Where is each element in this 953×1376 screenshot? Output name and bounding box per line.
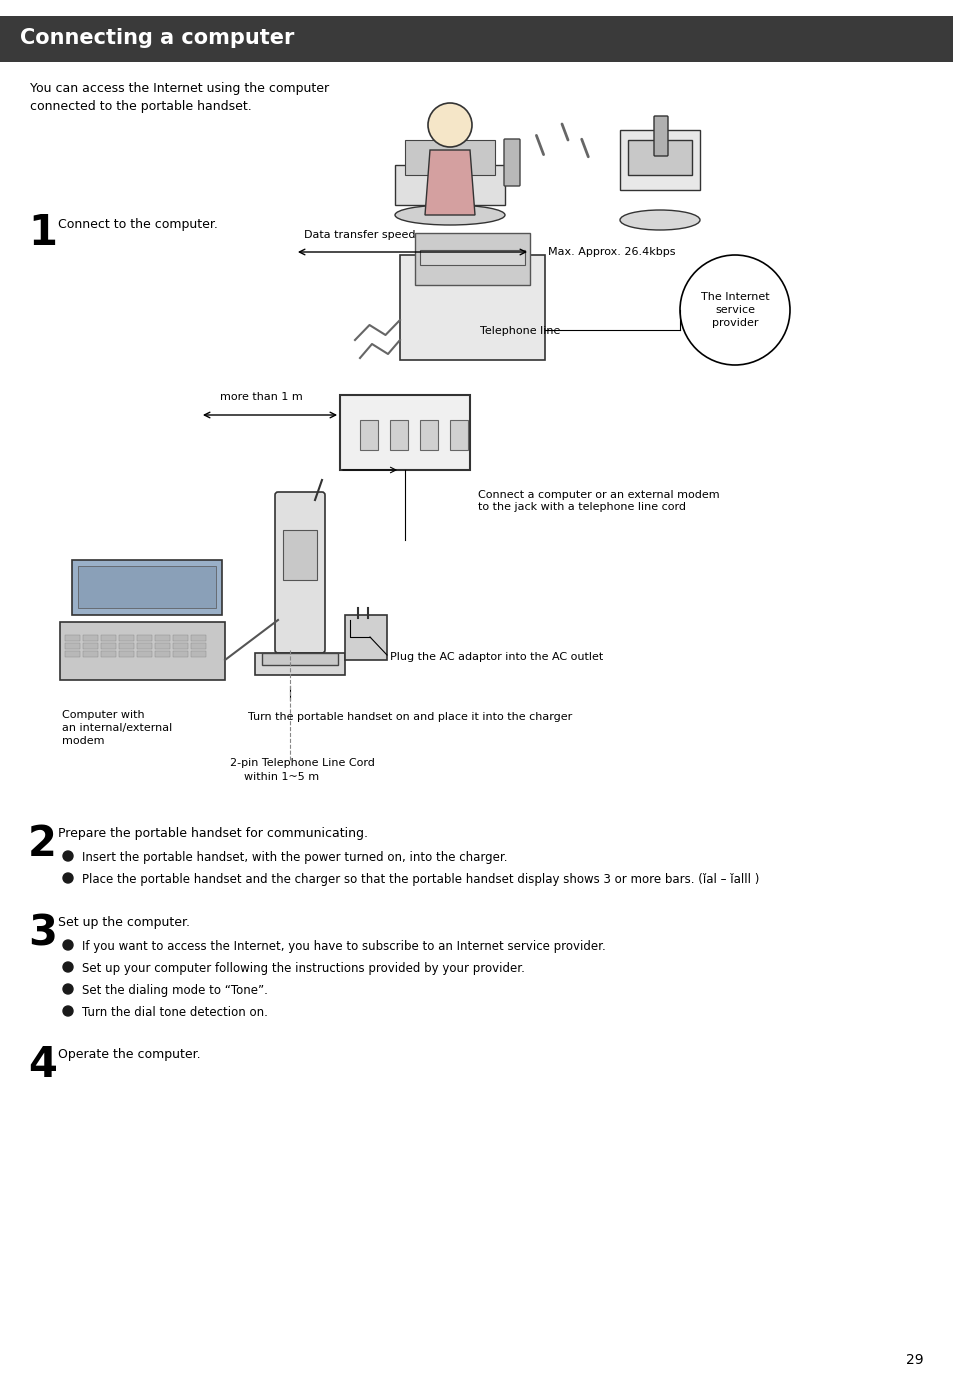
Polygon shape [424, 150, 475, 215]
FancyBboxPatch shape [283, 530, 316, 581]
FancyBboxPatch shape [395, 165, 504, 205]
FancyBboxPatch shape [101, 651, 116, 656]
FancyBboxPatch shape [405, 140, 495, 175]
Text: Data transfer speed: Data transfer speed [304, 230, 416, 239]
Bar [0, 17, 953, 62]
FancyBboxPatch shape [83, 634, 98, 641]
FancyBboxPatch shape [262, 654, 337, 665]
Text: 2: 2 [28, 823, 57, 866]
FancyBboxPatch shape [419, 420, 437, 450]
Text: Place the portable handset and the charger so that the portable handset display : Place the portable handset and the charg… [82, 872, 759, 886]
FancyBboxPatch shape [83, 651, 98, 656]
Circle shape [63, 1006, 73, 1015]
FancyBboxPatch shape [503, 139, 519, 186]
FancyBboxPatch shape [172, 634, 188, 641]
FancyBboxPatch shape [172, 651, 188, 656]
FancyBboxPatch shape [419, 250, 524, 266]
FancyBboxPatch shape [119, 651, 133, 656]
Text: Connecting a computer: Connecting a computer [20, 28, 294, 48]
FancyBboxPatch shape [191, 634, 206, 641]
Text: Insert the portable handset, with the power turned on, into the charger.: Insert the portable handset, with the po… [82, 850, 507, 864]
FancyBboxPatch shape [65, 643, 80, 649]
Circle shape [63, 984, 73, 993]
FancyBboxPatch shape [274, 493, 325, 654]
Text: Set up the computer.: Set up the computer. [58, 916, 190, 929]
FancyBboxPatch shape [65, 634, 80, 641]
Text: Max. Approx. 26.4kbps: Max. Approx. 26.4kbps [547, 248, 675, 257]
FancyBboxPatch shape [345, 615, 387, 660]
FancyBboxPatch shape [83, 643, 98, 649]
FancyBboxPatch shape [627, 140, 691, 175]
FancyBboxPatch shape [71, 560, 222, 615]
Text: Set up your computer following the instructions provided by your provider.: Set up your computer following the instr… [82, 962, 524, 976]
FancyBboxPatch shape [339, 395, 470, 471]
FancyBboxPatch shape [137, 643, 152, 649]
Text: The Internet
service
provider: The Internet service provider [700, 292, 768, 329]
FancyBboxPatch shape [172, 643, 188, 649]
Circle shape [63, 940, 73, 949]
FancyBboxPatch shape [154, 634, 170, 641]
Text: Turn the portable handset on and place it into the charger: Turn the portable handset on and place i… [248, 711, 572, 722]
Text: You can access the Internet using the computer
connected to the portable handset: You can access the Internet using the co… [30, 83, 329, 113]
FancyBboxPatch shape [119, 634, 133, 641]
Text: 3: 3 [28, 912, 57, 954]
FancyBboxPatch shape [390, 420, 408, 450]
Circle shape [63, 850, 73, 861]
Text: Prepare the portable handset for communicating.: Prepare the portable handset for communi… [58, 827, 368, 839]
FancyBboxPatch shape [65, 651, 80, 656]
FancyBboxPatch shape [399, 255, 544, 361]
FancyBboxPatch shape [119, 643, 133, 649]
FancyBboxPatch shape [154, 651, 170, 656]
Text: Connect to the computer.: Connect to the computer. [58, 217, 217, 231]
Text: Set the dialing mode to “Tone”.: Set the dialing mode to “Tone”. [82, 984, 268, 998]
Text: Operate the computer.: Operate the computer. [58, 1049, 200, 1061]
Circle shape [428, 103, 472, 147]
FancyBboxPatch shape [101, 643, 116, 649]
Text: 2-pin Telephone Line Cord
    within 1~5 m: 2-pin Telephone Line Cord within 1~5 m [230, 758, 375, 782]
Text: If you want to access the Internet, you have to subscribe to an Internet service: If you want to access the Internet, you … [82, 940, 605, 954]
Circle shape [63, 962, 73, 971]
FancyBboxPatch shape [154, 643, 170, 649]
FancyBboxPatch shape [654, 116, 667, 155]
FancyBboxPatch shape [101, 634, 116, 641]
Text: Computer with
an internal/external
modem: Computer with an internal/external modem [62, 710, 172, 746]
Text: Turn the dial tone detection on.: Turn the dial tone detection on. [82, 1006, 268, 1020]
FancyBboxPatch shape [137, 634, 152, 641]
Text: 4: 4 [28, 1044, 57, 1086]
FancyBboxPatch shape [60, 622, 225, 680]
Text: 1: 1 [28, 212, 57, 255]
Ellipse shape [619, 211, 700, 230]
Ellipse shape [395, 205, 504, 226]
Text: Connect a computer or an external modem
to the jack with a telephone line cord: Connect a computer or an external modem … [477, 490, 719, 512]
Text: Telephone line: Telephone line [479, 326, 559, 336]
FancyBboxPatch shape [78, 566, 215, 608]
FancyBboxPatch shape [191, 651, 206, 656]
FancyBboxPatch shape [359, 420, 377, 450]
Text: 29: 29 [905, 1353, 923, 1366]
FancyBboxPatch shape [450, 420, 468, 450]
FancyBboxPatch shape [415, 233, 530, 285]
FancyBboxPatch shape [191, 643, 206, 649]
FancyBboxPatch shape [137, 651, 152, 656]
Text: Plug the AC adaptor into the AC outlet: Plug the AC adaptor into the AC outlet [390, 652, 602, 662]
Circle shape [63, 872, 73, 883]
FancyBboxPatch shape [619, 129, 700, 190]
FancyBboxPatch shape [254, 654, 345, 676]
Text: more than 1 m: more than 1 m [220, 392, 302, 402]
